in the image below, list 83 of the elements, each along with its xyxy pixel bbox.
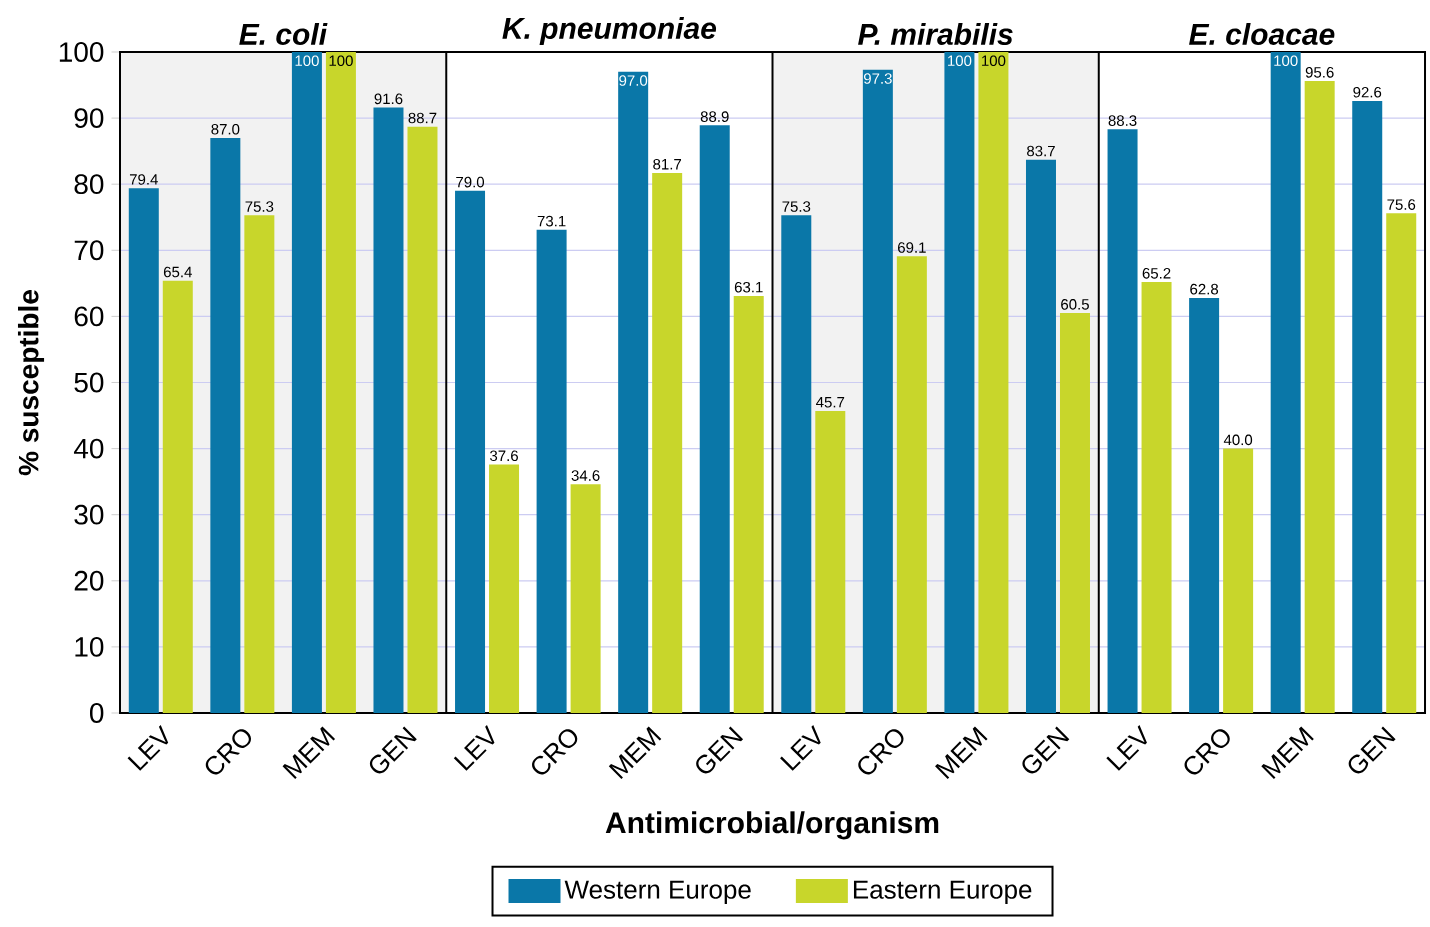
data-label: 88.7	[408, 112, 437, 124]
y-tick-label: 80	[74, 174, 104, 195]
data-label: 79.0	[456, 176, 485, 188]
bar	[1141, 282, 1172, 713]
bar	[455, 190, 486, 713]
data-label: 97.0	[619, 75, 648, 86]
data-label: 81.7	[653, 158, 682, 170]
bar	[1223, 448, 1254, 713]
bar	[407, 126, 438, 713]
y-tick-label: 0	[89, 703, 104, 723]
data-label: 75.6	[1387, 199, 1416, 210]
bar	[1386, 213, 1417, 713]
data-label: 45.7	[816, 397, 845, 408]
data-label: 83.7	[1027, 145, 1055, 157]
bar	[373, 107, 404, 713]
data-label: 92.6	[1353, 86, 1382, 98]
bar	[781, 215, 812, 713]
x-axis-title: Antimicrobial/organism	[605, 811, 939, 840]
y-tick-label: 40	[73, 438, 104, 459]
data-label: 75.3	[782, 201, 811, 212]
bar	[1304, 81, 1335, 713]
data-label: 63.1	[734, 281, 763, 293]
bar	[1189, 297, 1220, 713]
data-label: 100	[1274, 55, 1298, 67]
bar	[570, 484, 601, 713]
data-label: 73.1	[537, 215, 566, 227]
text: E. coli	[239, 22, 328, 45]
y-tick-label: 100	[59, 42, 104, 62]
data-label: 79.4	[129, 174, 158, 185]
data-label: 100	[329, 55, 353, 67]
bar	[652, 172, 683, 713]
legend-label: Eastern Europe	[853, 880, 1032, 904]
y-axis-title: % susceptible	[17, 290, 45, 476]
bar	[162, 280, 193, 713]
bar	[862, 69, 893, 713]
data-label: 87.0	[211, 123, 240, 135]
bar	[978, 51, 1009, 713]
bar	[536, 229, 567, 713]
data-label: 69.1	[898, 242, 926, 253]
data-label: 88.3	[1108, 115, 1137, 126]
bar	[944, 51, 975, 713]
text: K. pneumoniae	[502, 16, 717, 45]
bar	[1025, 159, 1056, 713]
bar	[1352, 100, 1383, 713]
data-label: 34.6	[571, 470, 600, 481]
bar	[815, 410, 846, 713]
data-label: 97.3	[863, 73, 892, 84]
y-tick-label: 10	[75, 636, 104, 657]
bar	[1270, 51, 1301, 713]
bar	[210, 137, 241, 713]
bar	[699, 125, 730, 713]
bar	[1107, 129, 1138, 713]
data-label: 65.2	[1142, 268, 1171, 279]
bar	[1059, 313, 1090, 713]
text: P. mirabilis	[858, 22, 1013, 45]
bar	[325, 51, 356, 713]
data-label: 100	[948, 55, 972, 67]
bar	[128, 188, 159, 713]
y-tick-label: 90	[74, 108, 104, 129]
data-label: 40.0	[1223, 434, 1253, 446]
data-label: 60.5	[1061, 299, 1089, 310]
legend-label: Western Europe	[564, 880, 751, 904]
text: E. cloacae	[1189, 22, 1335, 45]
y-tick-label: 20	[74, 570, 104, 591]
bar	[896, 256, 927, 713]
bar	[291, 51, 322, 713]
bar	[489, 464, 520, 713]
bar	[618, 71, 649, 713]
y-tick-label: 50	[74, 372, 104, 393]
y-tick-label: 30	[74, 504, 104, 525]
data-label: 91.6	[374, 93, 403, 105]
data-label: 65.4	[163, 266, 192, 278]
y-tick-label: 70	[74, 240, 104, 261]
data-label: 100	[982, 55, 1006, 67]
data-label: 62.8	[1190, 283, 1219, 295]
data-label: 75.3	[245, 201, 274, 212]
data-label: 95.6	[1305, 67, 1334, 78]
y-tick-label: 60	[74, 306, 104, 327]
bar	[244, 215, 275, 713]
bar	[733, 295, 764, 713]
data-label: 37.6	[490, 450, 518, 462]
data-label: 100	[295, 55, 319, 67]
data-label: 88.9	[700, 111, 729, 122]
